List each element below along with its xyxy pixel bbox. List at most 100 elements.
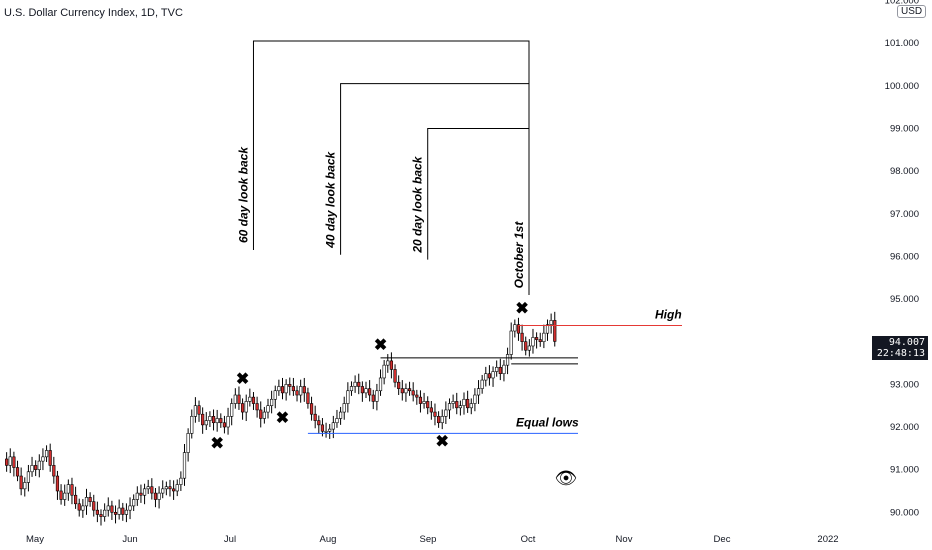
candle-body xyxy=(280,386,285,394)
candle-body xyxy=(306,392,310,404)
candle-body xyxy=(476,388,481,396)
candle-body xyxy=(59,490,63,500)
candle-body xyxy=(313,413,317,421)
candle-body xyxy=(99,514,103,517)
candle-body xyxy=(422,401,426,404)
price-tick-label: 96.000 xyxy=(890,251,919,262)
candle-body xyxy=(251,396,256,404)
candle-body xyxy=(5,458,9,466)
candle-body xyxy=(15,467,20,477)
candle-body xyxy=(440,416,444,424)
swing-marker: ✖ xyxy=(436,433,449,450)
candle-body xyxy=(157,492,161,500)
time-tick-label: Nov xyxy=(616,534,633,545)
candle-body xyxy=(55,475,60,492)
candle-body xyxy=(103,509,107,517)
candle-body xyxy=(542,332,546,343)
eye-icon[interactable]: 👁 xyxy=(555,468,578,488)
candle-body xyxy=(150,486,154,494)
candle-body xyxy=(81,505,85,511)
candle-body xyxy=(190,416,194,434)
time-axis: May Jun Jul Aug Sep Oct Nov Dec 2022 xyxy=(26,534,839,545)
time-tick-label: Dec xyxy=(714,534,731,545)
candle-body xyxy=(324,430,328,433)
candle-body xyxy=(295,390,299,396)
price-tick-label: 99.000 xyxy=(890,123,919,134)
candle-body xyxy=(146,486,150,490)
candle-body xyxy=(270,398,274,406)
candle-body xyxy=(531,337,535,347)
time-tick-label: May xyxy=(26,534,44,545)
candle-body xyxy=(433,411,437,417)
candle-body xyxy=(132,499,136,507)
candle-body xyxy=(88,497,92,502)
candle-body xyxy=(106,505,110,511)
candle-body xyxy=(451,401,455,404)
currency-badge[interactable]: USD xyxy=(897,5,927,18)
candle-body xyxy=(121,507,125,515)
candle-body xyxy=(349,386,354,392)
candle-body xyxy=(393,369,397,383)
candle-body xyxy=(201,413,205,426)
candle-body xyxy=(135,492,139,500)
candle-body xyxy=(12,456,16,468)
candle-body xyxy=(447,403,452,411)
candle-body xyxy=(397,381,401,389)
candle-body xyxy=(487,373,492,379)
candle-body xyxy=(208,416,212,421)
price-tick-label: 92.000 xyxy=(890,422,919,433)
candle-body xyxy=(498,366,502,374)
swing-marker: ✖ xyxy=(276,410,289,427)
candle-body xyxy=(52,465,56,477)
candle-body xyxy=(179,477,183,485)
candle-body xyxy=(418,396,423,404)
candle-body xyxy=(30,465,34,473)
lookback-label: 20 day look back xyxy=(411,155,425,253)
candle-body xyxy=(288,384,292,387)
candle-body xyxy=(248,396,252,402)
candle-body xyxy=(317,420,321,426)
candle-body xyxy=(193,405,197,417)
candle-body xyxy=(328,428,332,432)
time-tick-label: Jun xyxy=(122,534,137,545)
candle-body xyxy=(66,484,70,494)
candle-body xyxy=(415,394,419,398)
price-tick-label: 97.000 xyxy=(890,209,919,220)
candle-body xyxy=(233,394,237,404)
candle-body xyxy=(215,418,219,424)
candle-body xyxy=(70,484,74,496)
candle-body xyxy=(466,398,470,409)
price-axis: 90.00091.00092.00093.00094.00095.00096.0… xyxy=(885,0,919,518)
level-label: High xyxy=(655,307,682,321)
candle-body xyxy=(63,492,67,500)
candle-body xyxy=(237,394,241,404)
candle-body xyxy=(41,456,45,462)
swing-marker: ✖ xyxy=(374,337,387,354)
candle-body xyxy=(182,452,187,479)
candle-body xyxy=(164,486,168,490)
price-tick-label: 93.000 xyxy=(890,379,919,390)
candle-body xyxy=(128,505,132,511)
lookback-bracket xyxy=(340,83,530,295)
candle-body xyxy=(495,366,499,372)
candle-body xyxy=(161,488,165,494)
candle-body xyxy=(357,381,361,387)
price-tick-label: 91.000 xyxy=(890,465,919,476)
candle-body xyxy=(473,394,477,404)
candle-body xyxy=(219,418,223,424)
candle-body xyxy=(302,386,306,394)
candle-body xyxy=(23,482,27,490)
candle-body xyxy=(516,324,521,334)
candle-body xyxy=(331,422,335,430)
time-tick-label: Aug xyxy=(320,534,337,545)
price-tick-label: 101.000 xyxy=(885,38,919,49)
candle-body xyxy=(411,390,415,396)
time-tick-label: Oct xyxy=(521,534,536,545)
candle-body xyxy=(524,341,528,351)
candle-body xyxy=(469,403,473,409)
swing-marker: ✖ xyxy=(515,301,528,318)
candle-body xyxy=(455,401,459,409)
overlays-group: High Equal lows 60 day look back 40 day loo… xyxy=(210,40,682,452)
candle-body xyxy=(19,475,23,490)
